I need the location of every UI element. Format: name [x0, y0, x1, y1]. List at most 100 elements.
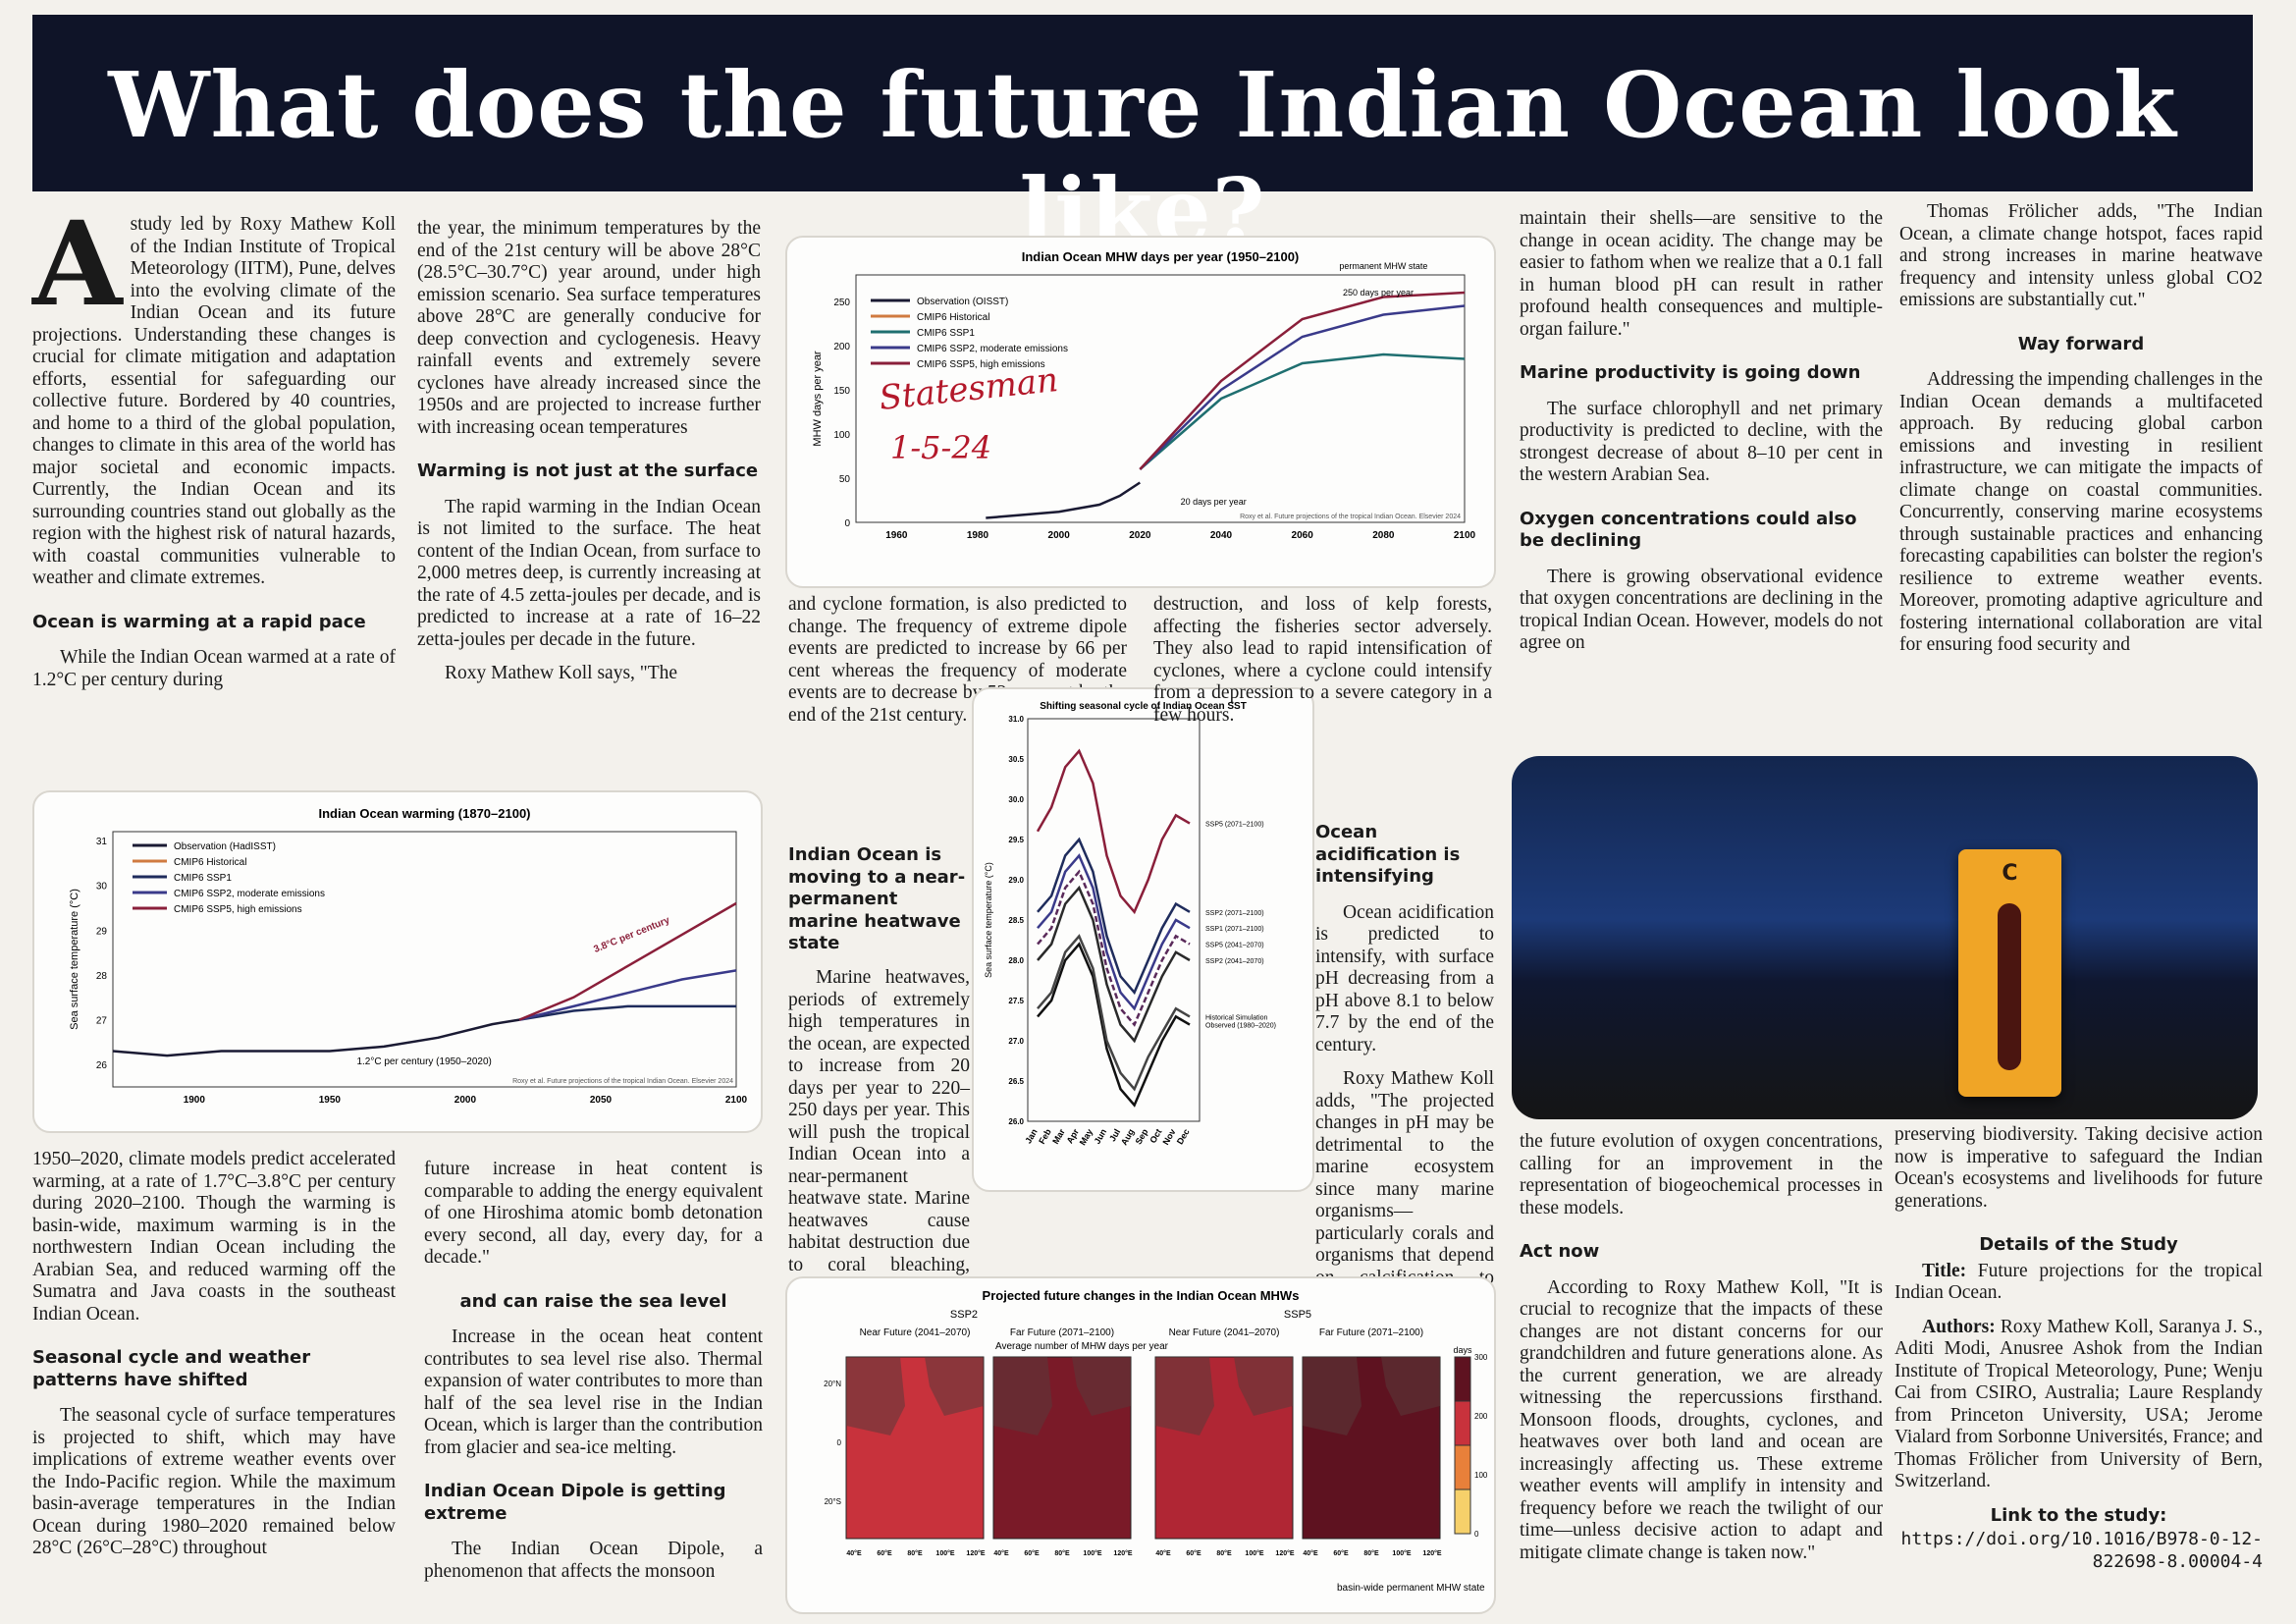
x-tick-label: 120°E	[966, 1549, 985, 1557]
study-link[interactable]: https://doi.org/10.1016/B978-0-12-822698…	[1900, 1529, 2263, 1572]
series-line	[1139, 352, 1466, 470]
subhead-ocean-warming: Ocean is warming at a rapid pace	[32, 611, 366, 632]
y-tick-label: 29.0	[1008, 876, 1024, 885]
figure-ocean-warming: Indian Ocean warming (1870–2100) 26 27 28 29…	[32, 790, 763, 1133]
y-tick-label: 31	[96, 837, 108, 847]
subhead-act-now: Act now	[1520, 1241, 1600, 1262]
subhead-seasonal-cycle: Seasonal cycle and weather patterns have…	[32, 1347, 311, 1390]
x-tick-label: Jun	[1093, 1127, 1109, 1146]
study-authors: Authors: Roxy Mathew Koll, Saranya J. S.…	[1895, 1316, 2264, 1492]
paragraph: The seasonal cycle of surface temperatur…	[32, 1405, 396, 1558]
paragraph: While the Indian Ocean warmed at a rate …	[32, 647, 396, 690]
study-link-label: Link to the study:	[1990, 1504, 2167, 1526]
chart-title: Shifting seasonal cycle of Indian Ocean …	[1040, 701, 1247, 712]
x-tick-label: 60°E	[1186, 1549, 1201, 1557]
series-label: SSP1 (2071–2100)	[1205, 926, 1264, 933]
y-tick-label: 20°S	[825, 1497, 841, 1506]
y-tick-label: 30.5	[1008, 755, 1024, 764]
column-2-lower: future increase in heat content is compa…	[424, 1159, 763, 1595]
figure-mhw-days: Indian Ocean MHW days per year (1950–210…	[785, 236, 1496, 588]
paragraph: Roxy Mathew Koll says, "The	[445, 663, 678, 683]
x-tick-label: 1980	[967, 530, 989, 541]
panel-title: Near Future (2041–2070)	[860, 1327, 971, 1338]
paragraph: 1950–2020, climate models predict accele…	[32, 1149, 396, 1325]
x-tick-label: 2100	[1454, 530, 1476, 541]
y-tick-label: 250	[833, 298, 850, 308]
legend-label: CMIP6 SSP5, high emissions	[174, 904, 302, 915]
x-tick-label: 80°E	[907, 1549, 923, 1557]
y-tick-label: 27.5	[1008, 997, 1024, 1005]
series-line	[518, 969, 737, 1021]
series-line	[1036, 748, 1191, 915]
column-1-lower: 1950–2020, climate models predict accele…	[32, 1149, 396, 1572]
paragraph: the year, the minimum temperatures by th…	[417, 218, 761, 438]
figure-seasonal-cycle: Shifting seasonal cycle of Indian Ocean …	[972, 687, 1314, 1192]
x-tick-label: Nov	[1160, 1127, 1177, 1147]
y-tick-label: 28.0	[1008, 956, 1024, 965]
subhead-acidification: Ocean acidification is intensifying	[1315, 822, 1461, 887]
series-label: Observed (1980–2020)	[1205, 1023, 1276, 1030]
y-tick-label: 27	[96, 1016, 108, 1027]
paragraph: The surface chlorophyll and net primary …	[1520, 398, 1883, 486]
paragraph: Ocean acidification is predicted to inte…	[1315, 901, 1494, 1056]
legend-label: CMIP6 SSP2, moderate emissions	[174, 889, 325, 899]
chart-title: Indian Ocean MHW days per year (1950–210…	[1022, 249, 1300, 264]
x-tick-label: 40°E	[1155, 1549, 1171, 1557]
column-3-body: Marine heatwaves, periods of extremely h…	[788, 967, 970, 1311]
y-tick-label: 0	[837, 1438, 842, 1447]
series-line	[986, 481, 1141, 519]
x-tick-label: 1960	[885, 530, 908, 541]
subhead-dipole: Indian Ocean Dipole is getting extreme	[424, 1481, 726, 1524]
plot-frame	[855, 274, 1466, 523]
series-line	[518, 1004, 736, 1021]
colorbar-tick: 0	[1474, 1530, 1479, 1539]
annotation: 3.8°C per century	[592, 915, 671, 955]
series-line	[518, 901, 737, 1021]
x-tick-label: 2100	[725, 1095, 748, 1106]
ocean-warming-chart: Indian Ocean warming (1870–2100) 26 27 28 29…	[69, 806, 748, 1106]
y-axis-label: Sea surface temperature (°C)	[69, 889, 80, 1030]
series-line	[1037, 853, 1191, 1011]
x-tick-label: 40°E	[846, 1549, 862, 1557]
x-tick-label: Feb	[1037, 1127, 1053, 1146]
chart-title: Indian Ocean warming (1870–2100)	[318, 806, 530, 821]
x-tick-label: 2040	[1210, 530, 1233, 541]
chart-source: Roxy et al. Future projections of the tr…	[1240, 514, 1461, 520]
land-mask	[993, 1357, 1131, 1435]
legend-label: CMIP6 SSP2, moderate emissions	[917, 344, 1068, 354]
y-tick-label: 29.5	[1008, 836, 1024, 844]
x-tick-label: 2050	[590, 1095, 613, 1106]
subhead-way-forward: Way forward	[2017, 333, 2145, 354]
paragraph: The rapid warming in the Indian Ocean is…	[417, 496, 761, 650]
legend-label: CMIP6 Historical	[917, 312, 989, 323]
annotation: 1.2°C per century (1950–2020)	[356, 1056, 491, 1067]
paragraph: Marine heatwaves, periods of extremely h…	[788, 967, 970, 1297]
legend-label: CMIP6 SSP5, high emissions	[917, 359, 1045, 370]
annotation: permanent MHW state	[1339, 261, 1427, 271]
land-mask	[1155, 1357, 1293, 1435]
colorbar-segment	[1454, 1444, 1471, 1490]
y-tick-label: 20°N	[824, 1380, 841, 1388]
x-tick-label: 60°E	[1024, 1549, 1040, 1557]
x-tick-label: Aug	[1119, 1127, 1136, 1147]
y-tick-label: 28.5	[1008, 916, 1024, 925]
y-tick-label: 150	[833, 386, 850, 397]
y-tick-label: 26.5	[1008, 1077, 1024, 1086]
x-tick-label: May	[1078, 1127, 1095, 1147]
paragraph: There is growing observational evidence …	[1520, 566, 1883, 654]
y-tick-label: 200	[833, 342, 850, 352]
x-tick-label: 40°E	[993, 1549, 1009, 1557]
plot-frame	[1027, 718, 1201, 1122]
subhead-productivity: Marine productivity is going down	[1520, 362, 1861, 383]
paragraph: The Indian Ocean Dipole, a phenomenon th…	[424, 1539, 763, 1582]
paragraph: future increase in heat content is compa…	[424, 1159, 763, 1268]
x-tick-label: 2020	[1129, 530, 1151, 541]
colorbar-label: days	[1453, 1345, 1472, 1355]
thermometer-tube	[1998, 903, 2021, 1070]
y-tick-label: 100	[833, 430, 850, 441]
x-tick-label: 2000	[454, 1095, 477, 1106]
headline-banner: What does the future Indian Ocean look l…	[32, 15, 2253, 264]
series-line	[112, 1018, 520, 1057]
seasonal-cycle-chart: Shifting seasonal cycle of Indian Ocean …	[984, 701, 1276, 1147]
